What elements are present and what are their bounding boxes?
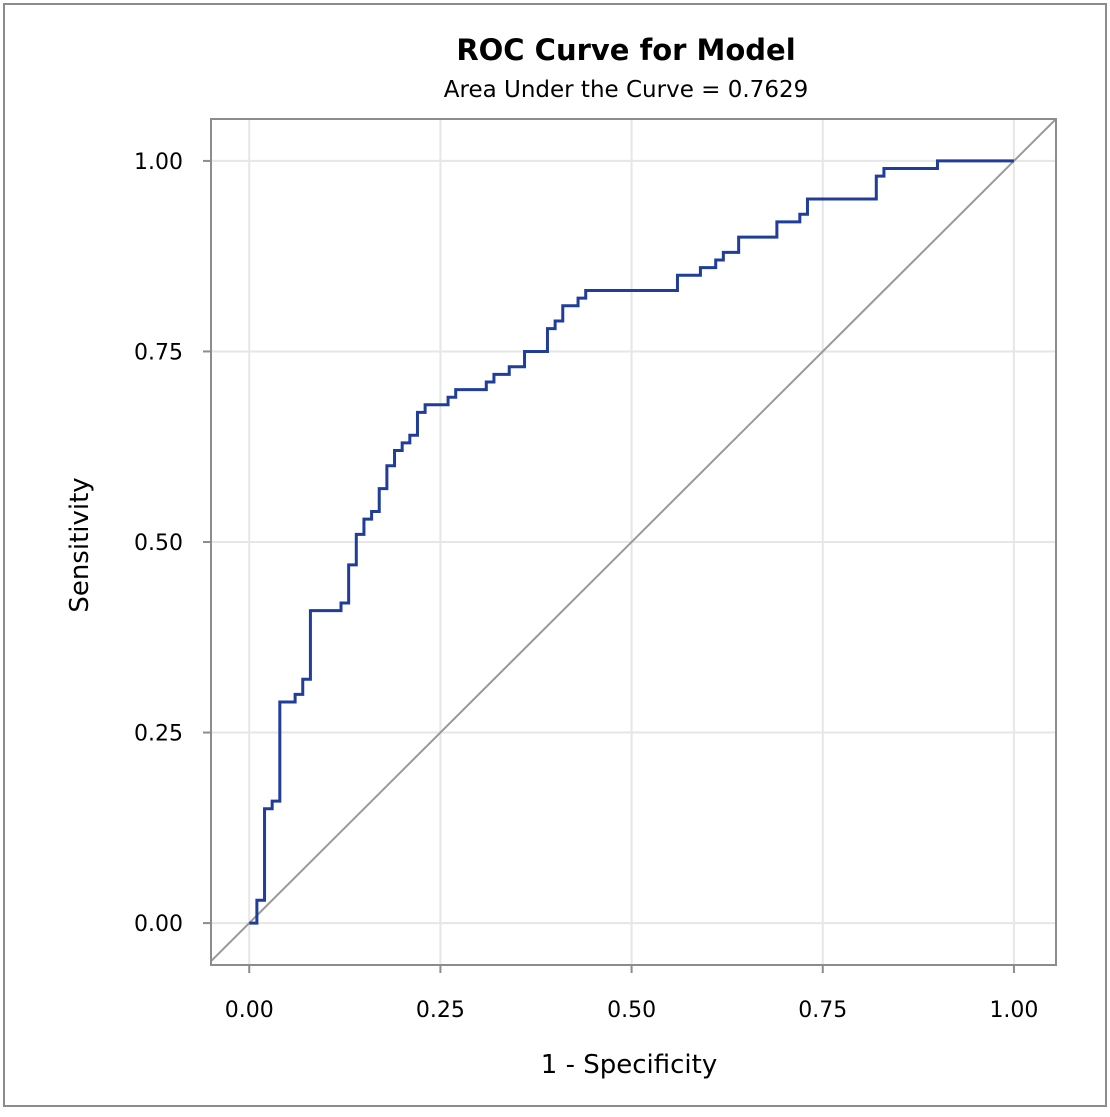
- grid-lines: [211, 119, 1056, 965]
- y-tick-label: 0.75: [134, 340, 183, 365]
- x-tick-label: 0.75: [798, 998, 847, 1023]
- y-axis-title: Sensitivity: [65, 477, 95, 612]
- reference-diagonal-line: [210, 118, 1057, 962]
- y-tick-label: 0.50: [134, 531, 183, 556]
- y-tick-label: 1.00: [134, 150, 183, 175]
- x-tick-label: 0.25: [416, 998, 465, 1023]
- x-tick-label: 0.00: [225, 998, 274, 1023]
- x-axis-ticks: 0.00 0.25 0.50 0.75 1.00: [225, 965, 1038, 1023]
- y-tick-label: 0.25: [134, 722, 183, 747]
- chart-title: ROC Curve for Model: [456, 33, 795, 67]
- x-tick-label: 0.50: [607, 998, 656, 1023]
- x-axis-title: 1 - Specificity: [541, 1050, 717, 1080]
- y-axis-ticks: 0.00 0.25 0.50 0.75 1.00: [134, 150, 211, 937]
- series-group: [249, 159, 1014, 925]
- chart-subtitle: Area Under the Curve = 0.7629: [444, 77, 808, 103]
- roc-curve-line: [249, 159, 1014, 925]
- reference-line-group: [210, 118, 1057, 962]
- y-tick-label: 0.00: [134, 912, 183, 937]
- x-tick-label: 1.00: [989, 998, 1038, 1023]
